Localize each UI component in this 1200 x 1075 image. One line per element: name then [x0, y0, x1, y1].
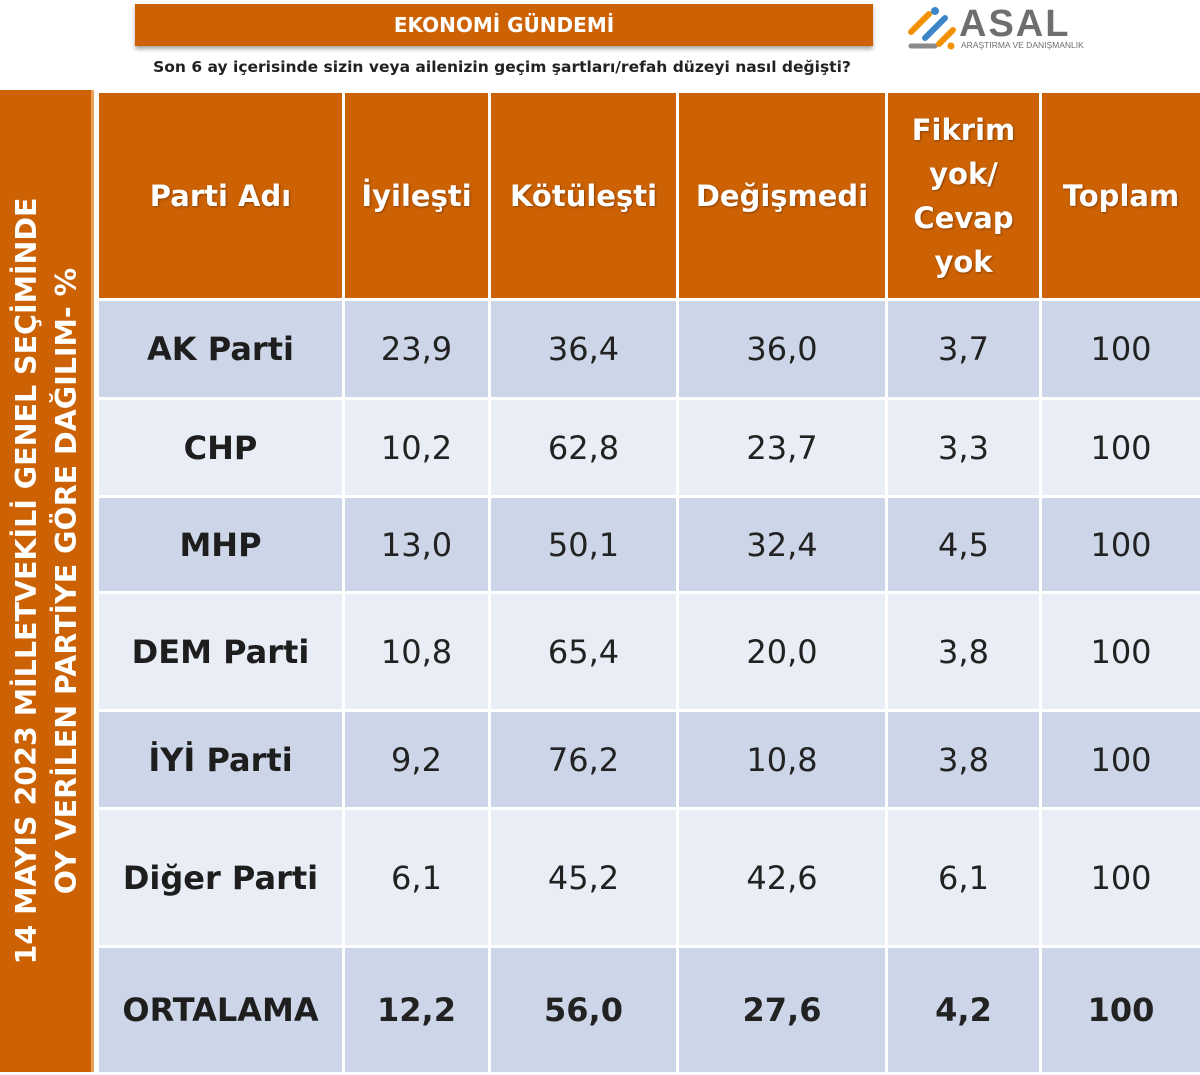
table-row: AK Parti 23,9 36,4 36,0 3,7 100	[98, 300, 1200, 399]
logo-wordmark: ASAL	[959, 3, 1070, 45]
col-header-improved: İyileşti	[344, 92, 490, 300]
value-unchanged: 23,7	[678, 399, 887, 497]
results-table: Parti Adı İyileşti Kötüleşti Değişmedi F…	[96, 90, 1200, 1075]
side-label: 14 MAYIS 2023 MİLLETVEKİLİ GENEL SEÇİMİN…	[0, 90, 94, 1072]
side-label-line1: 14 MAYIS 2023 MİLLETVEKİLİ GENEL SEÇİMİN…	[7, 131, 47, 1031]
value-unchanged: 42,6	[678, 809, 887, 947]
value-worsened: 36,4	[490, 300, 678, 399]
col-header-total: Toplam	[1041, 92, 1200, 300]
survey-question: Son 6 ay içerisinde sizin veya ailenizin…	[0, 58, 1004, 76]
party-name: AK Parti	[98, 300, 344, 399]
value-total: 100	[1041, 399, 1200, 497]
value-improved: 23,9	[344, 300, 490, 399]
table-header-row: Parti Adı İyileşti Kötüleşti Değişmedi F…	[98, 92, 1200, 300]
col-header-unchanged: Değişmedi	[678, 92, 887, 300]
value-total: 100	[1041, 809, 1200, 947]
table-row: MHP 13,0 50,1 32,4 4,5 100	[98, 497, 1200, 593]
value-worsened: 65,4	[490, 593, 678, 711]
side-label-line2: OY VERİLEN PARTİYE GÖRE DAĞILIM- %	[47, 131, 87, 1031]
value-no-opinion: 4,2	[887, 947, 1041, 1074]
value-improved: 10,2	[344, 399, 490, 497]
value-no-opinion: 3,8	[887, 711, 1041, 809]
value-no-opinion: 3,7	[887, 300, 1041, 399]
value-unchanged: 27,6	[678, 947, 887, 1074]
value-unchanged: 10,8	[678, 711, 887, 809]
value-worsened: 56,0	[490, 947, 678, 1074]
party-name: DEM Parti	[98, 593, 344, 711]
col-header-worsened: Kötüleşti	[490, 92, 678, 300]
value-unchanged: 36,0	[678, 300, 887, 399]
value-no-opinion: 3,3	[887, 399, 1041, 497]
value-improved: 6,1	[344, 809, 490, 947]
section-banner: EKONOMİ GÜNDEMİ	[135, 4, 873, 46]
table-row: CHP 10,2 62,8 23,7 3,3 100	[98, 399, 1200, 497]
value-total: 100	[1041, 711, 1200, 809]
table-row: İYİ Parti 9,2 76,2 10,8 3,8 100	[98, 711, 1200, 809]
party-name: MHP	[98, 497, 344, 593]
value-improved: 10,8	[344, 593, 490, 711]
logo-mark-icon	[911, 7, 955, 50]
banner-title: EKONOMİ GÜNDEMİ	[394, 13, 614, 37]
value-total: 100	[1041, 497, 1200, 593]
table-row: DEM Parti 10,8 65,4 20,0 3,8 100	[98, 593, 1200, 711]
value-total: 100	[1041, 593, 1200, 711]
col-header-party: Parti Adı	[98, 92, 344, 300]
value-worsened: 50,1	[490, 497, 678, 593]
value-improved: 12,2	[344, 947, 490, 1074]
value-worsened: 76,2	[490, 711, 678, 809]
value-no-opinion: 4,5	[887, 497, 1041, 593]
party-name: Diğer Parti	[98, 809, 344, 947]
table-row-average: ORTALAMA 12,2 56,0 27,6 4,2 100	[98, 947, 1200, 1074]
value-improved: 13,0	[344, 497, 490, 593]
party-name: İYİ Parti	[98, 711, 344, 809]
table-row: Diğer Parti 6,1 45,2 42,6 6,1 100	[98, 809, 1200, 947]
value-worsened: 62,8	[490, 399, 678, 497]
asal-logo: ASAL ARAŞTIRMA VE DANIŞMANLIK	[905, 2, 1105, 54]
value-unchanged: 20,0	[678, 593, 887, 711]
value-total: 100	[1041, 947, 1200, 1074]
value-unchanged: 32,4	[678, 497, 887, 593]
value-improved: 9,2	[344, 711, 490, 809]
value-no-opinion: 3,8	[887, 593, 1041, 711]
value-no-opinion: 6,1	[887, 809, 1041, 947]
party-name: ORTALAMA	[98, 947, 344, 1074]
value-total: 100	[1041, 300, 1200, 399]
logo-tagline: ARAŞTIRMA VE DANIŞMANLIK	[961, 40, 1084, 50]
value-worsened: 45,2	[490, 809, 678, 947]
col-header-no-opinion: Fikrim yok/ Cevap yok	[887, 92, 1041, 300]
party-name: CHP	[98, 399, 344, 497]
